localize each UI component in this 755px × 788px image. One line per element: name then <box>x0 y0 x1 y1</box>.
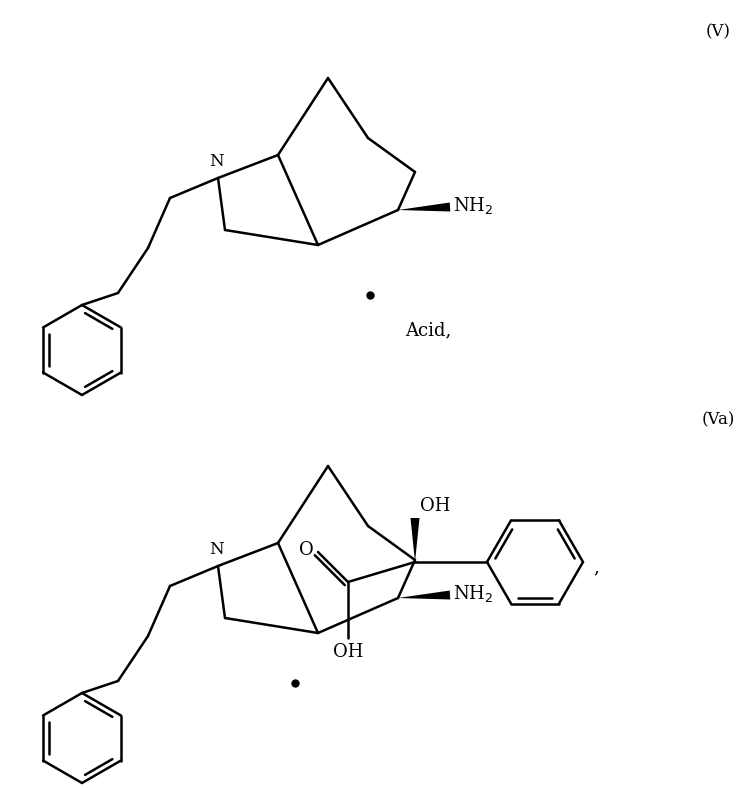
Text: NH$_2$: NH$_2$ <box>453 195 493 215</box>
Text: N: N <box>208 541 223 558</box>
Text: OH: OH <box>420 497 451 515</box>
Text: (V): (V) <box>705 24 731 40</box>
Text: OH: OH <box>333 643 363 661</box>
Text: (Va): (Va) <box>701 411 735 429</box>
Polygon shape <box>411 518 420 562</box>
Text: NH$_2$: NH$_2$ <box>453 582 493 604</box>
Text: ,: , <box>593 558 599 576</box>
Text: N: N <box>208 153 223 170</box>
Polygon shape <box>398 203 450 211</box>
Text: O: O <box>299 541 314 559</box>
Polygon shape <box>398 590 450 600</box>
Text: Acid,: Acid, <box>405 321 451 339</box>
